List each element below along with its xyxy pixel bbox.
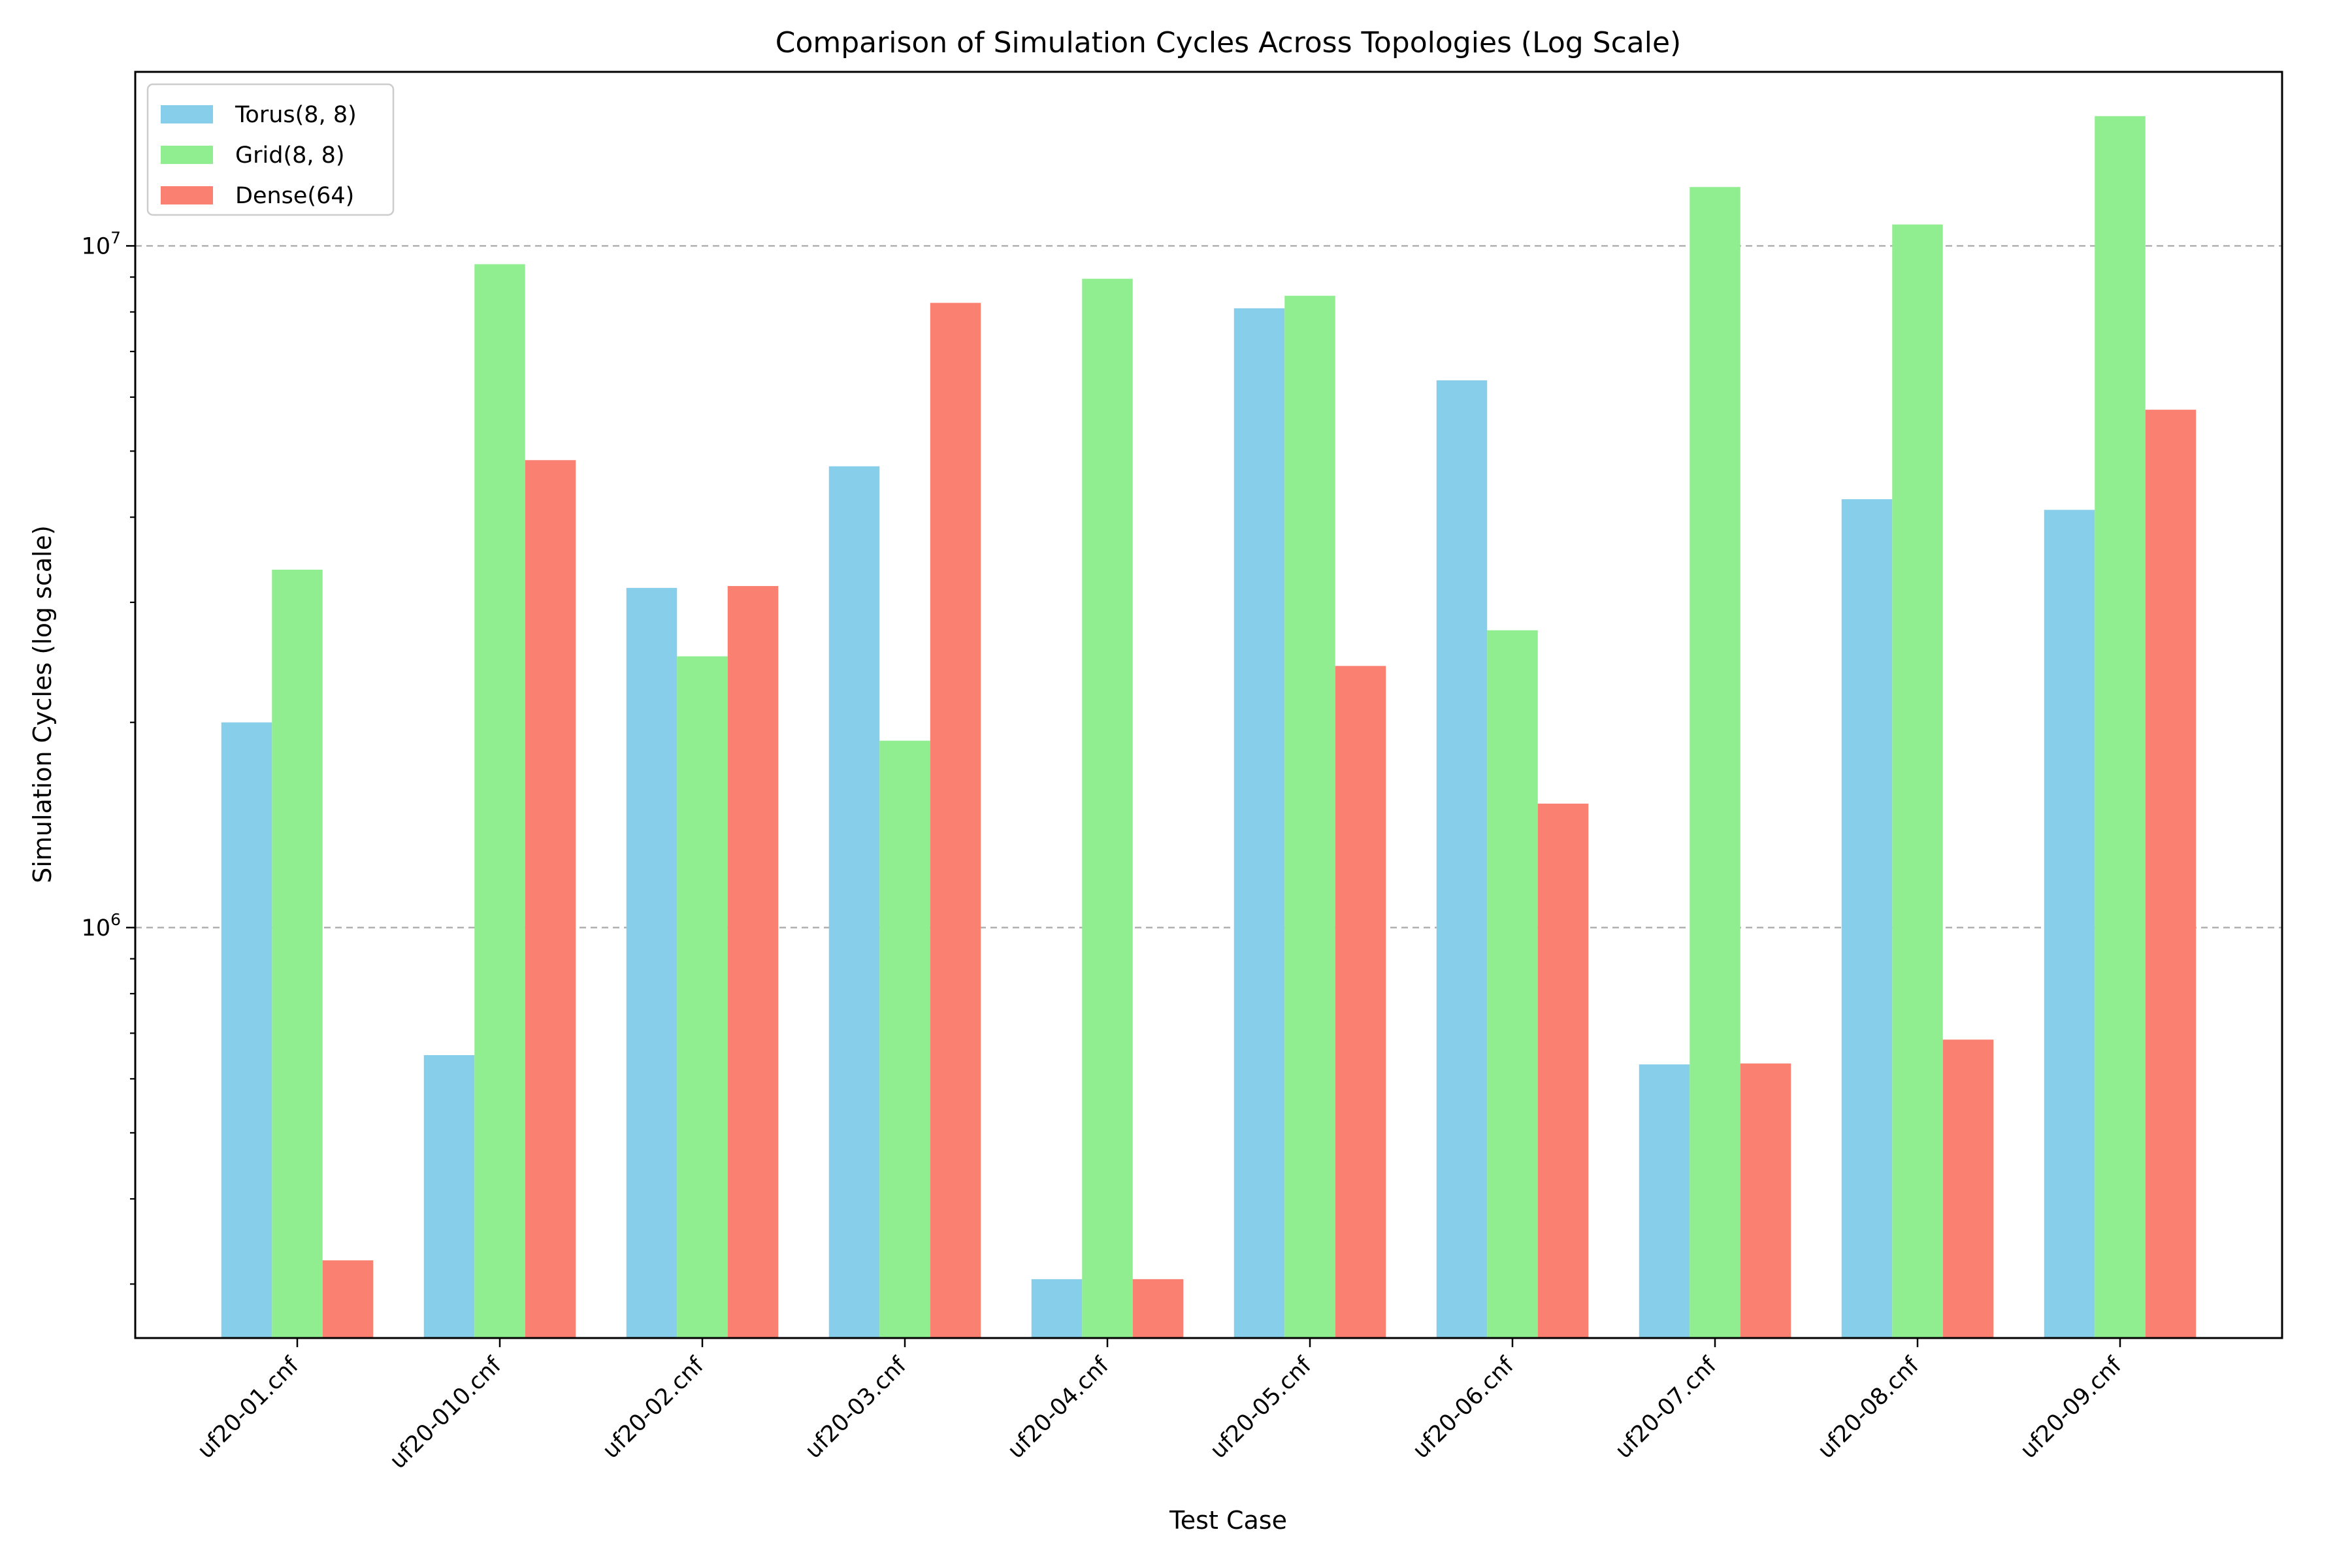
bar-series-2-cat-7 (1740, 1063, 1791, 1338)
chart-title: Comparison of Simulation Cycles Across T… (776, 26, 1681, 59)
bar-series-2-cat-4 (1132, 1279, 1184, 1338)
legend: Torus(8, 8) Grid(8, 8) Dense(64) (146, 83, 395, 216)
bar-series-1-cat-5 (1284, 295, 1335, 1338)
bar-series-1-cat-4 (1082, 278, 1133, 1338)
y-tick-label-1: 107 (82, 228, 121, 259)
bar-series-1-cat-7 (1690, 187, 1740, 1338)
bar-series-2-cat-6 (1537, 804, 1589, 1338)
bar-series-2-cat-9 (2145, 410, 2197, 1339)
bar-series-0-cat-1 (423, 1055, 475, 1338)
bar-series-2-cat-1 (525, 460, 576, 1338)
legend-label-2: Dense(64) (235, 183, 354, 209)
bars-layer (221, 116, 2197, 1339)
bar-series-1-cat-8 (1892, 224, 1943, 1338)
bar-series-0-cat-6 (1436, 380, 1488, 1339)
bar-series-2-cat-0 (322, 1260, 374, 1338)
bar-series-0-cat-5 (1233, 308, 1285, 1338)
y-axis-label: Simulation Cycles (log scale) (28, 525, 57, 883)
bar-series-1-cat-1 (474, 264, 525, 1339)
bar-series-1-cat-0 (272, 569, 323, 1338)
bar-series-2-cat-8 (1942, 1039, 1994, 1338)
bar-series-0-cat-3 (828, 466, 880, 1338)
legend-swatch-2 (161, 186, 213, 204)
bar-series-0-cat-0 (221, 722, 272, 1338)
axes-frame (134, 71, 2283, 1339)
bar-series-0-cat-4 (1031, 1279, 1083, 1338)
legend-swatch-1 (161, 146, 213, 164)
legend-label-1: Grid(8, 8) (235, 142, 345, 169)
bar-series-0-cat-2 (626, 587, 678, 1338)
bar-series-2-cat-2 (727, 585, 779, 1338)
bar-series-0-cat-9 (2044, 510, 2095, 1338)
x-axis-label: Test Case (1169, 1506, 1287, 1535)
bar-series-1-cat-3 (879, 740, 930, 1338)
legend-swatch-0 (161, 105, 213, 123)
y-tick-label-0: 106 (82, 910, 121, 941)
bar-series-2-cat-3 (930, 302, 981, 1339)
bar-series-1-cat-9 (2095, 116, 2146, 1338)
bar-series-1-cat-2 (677, 656, 728, 1338)
bar-series-2-cat-5 (1335, 666, 1386, 1339)
bar-series-0-cat-8 (1841, 499, 1893, 1338)
bar-series-0-cat-7 (1639, 1064, 1690, 1338)
bar-series-1-cat-6 (1487, 630, 1538, 1339)
legend-label-0: Torus(8, 8) (235, 102, 357, 128)
